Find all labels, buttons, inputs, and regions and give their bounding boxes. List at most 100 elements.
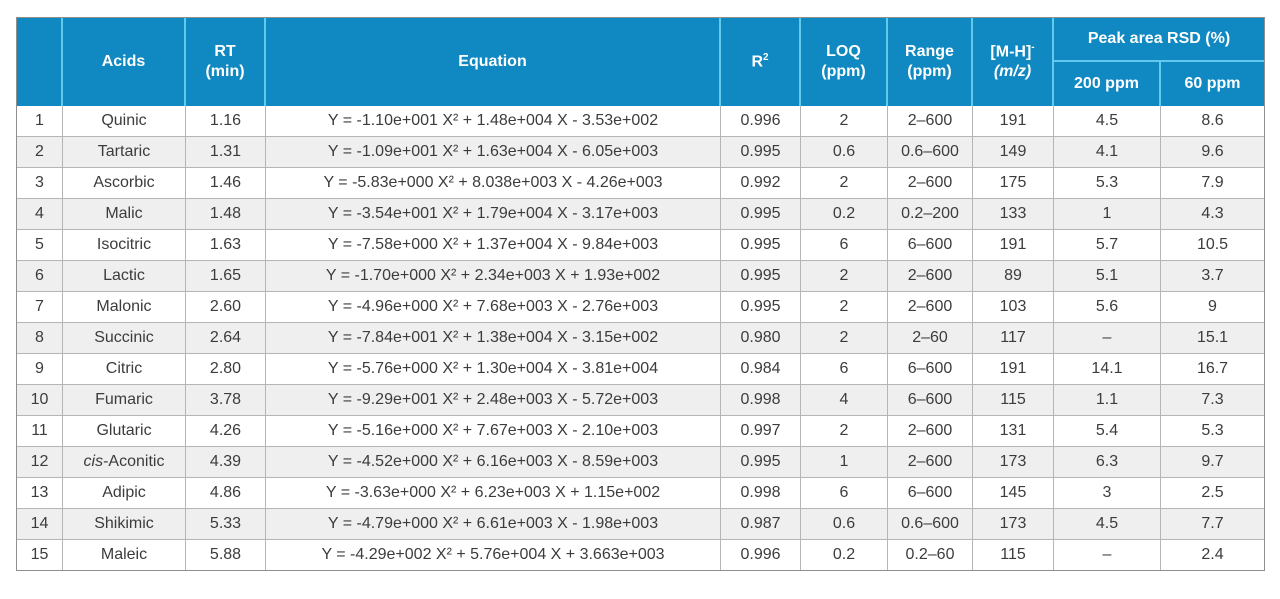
col-header-loq: LOQ (ppm) [801,18,888,106]
cell-r2: 0.996 [721,106,801,137]
cell-acid: Tartaric [63,137,186,168]
table-row: 2 Tartaric 1.31 Y = -1.09e+001 X² + 1.63e+0… [17,137,1265,168]
cell-acid: Isocitric [63,230,186,261]
cell-mz: 173 [973,447,1054,478]
cell-mz: 115 [973,385,1054,416]
cell-rsd-200: 6.3 [1054,447,1161,478]
cell-r2: 0.996 [721,540,801,570]
cell-no: 10 [17,385,63,416]
cell-acid: Malic [63,199,186,230]
cell-equation: Y = -5.16e+000 X² + 7.67e+003 X - 2.10e+… [266,416,721,447]
cell-mz: 89 [973,261,1054,292]
cell-range: 2–600 [888,106,973,137]
cell-rsd-60: 2.5 [1161,478,1265,509]
cell-r2: 0.984 [721,354,801,385]
cell-equation: Y = -1.10e+001 X² + 1.48e+004 X - 3.53e+… [266,106,721,137]
cell-loq: 2 [801,261,888,292]
cell-rsd-200: – [1054,540,1161,570]
cell-r2: 0.995 [721,292,801,323]
cell-rsd-200: 4.5 [1054,509,1161,540]
cell-equation: Y = -4.96e+000 X² + 7.68e+003 X - 2.76e+… [266,292,721,323]
col-header-range-line1: Range [905,43,954,60]
cell-range: 2–60 [888,323,973,354]
cell-no: 2 [17,137,63,168]
cell-rsd-200: – [1054,323,1161,354]
col-header-rsd-60ppm: 60 ppm [1161,62,1265,106]
cell-range: 6–600 [888,354,973,385]
table-row: 6 Lactic 1.65 Y = -1.70e+000 X² + 2.34e+003… [17,261,1265,292]
table-row: 9 Citric 2.80 Y = -5.76e+000 X² + 1.30e+004… [17,354,1265,385]
cell-rsd-200: 3 [1054,478,1161,509]
cell-rt: 4.39 [186,447,266,478]
col-header-mh: [M-H]- (m/z) [973,18,1054,106]
cell-no: 7 [17,292,63,323]
col-header-mh-line1: [M-H]- [990,41,1035,61]
cell-acid: Shikimic [63,509,186,540]
cell-loq: 6 [801,230,888,261]
cell-mz: 131 [973,416,1054,447]
cell-rsd-60: 7.9 [1161,168,1265,199]
col-header-loq-line2: (ppm) [821,63,866,80]
cell-r2: 0.987 [721,509,801,540]
cell-acid: Succinic [63,323,186,354]
cell-equation: Y = -1.09e+001 X² + 1.63e+004 X - 6.05e+… [266,137,721,168]
cell-mz: 115 [973,540,1054,570]
cell-range: 6–600 [888,478,973,509]
cell-equation: Y = -4.79e+000 X² + 6.61e+003 X - 1.98e+… [266,509,721,540]
cell-rt: 5.33 [186,509,266,540]
cell-rt: 4.86 [186,478,266,509]
cell-equation: Y = -7.84e+001 X² + 1.38e+004 X - 3.15e+… [266,323,721,354]
col-header-range-line2: (ppm) [907,63,952,80]
col-header-rt-line2: (min) [205,63,245,80]
cell-equation: Y = -3.54e+001 X² + 1.79e+004 X - 3.17e+… [266,199,721,230]
table-row: 4 Malic 1.48 Y = -3.54e+001 X² + 1.79e+004 … [17,199,1265,230]
cell-no: 15 [17,540,63,570]
cell-loq: 0.2 [801,199,888,230]
cell-rt: 1.31 [186,137,266,168]
table-header: Acids RT (min) Equation R2 LOQ (ppm) Ran… [17,18,1265,106]
table-row: 3 Ascorbic 1.46 Y = -5.83e+000 X² + 8.038e+… [17,168,1265,199]
table-row: 7 Malonic 2.60 Y = -4.96e+000 X² + 7.68e+00… [17,292,1265,323]
cell-rsd-200: 4.1 [1054,137,1161,168]
cell-equation: Y = -5.83e+000 X² + 8.038e+003 X - 4.26e… [266,168,721,199]
cell-r2: 0.995 [721,447,801,478]
cell-range: 0.2–60 [888,540,973,570]
cell-no: 12 [17,447,63,478]
col-header-acids: Acids [63,18,186,106]
cell-rt: 1.63 [186,230,266,261]
cell-range: 2–600 [888,168,973,199]
cell-acid: Lactic [63,261,186,292]
cell-equation: Y = -4.52e+000 X² + 6.16e+003 X - 8.59e+… [266,447,721,478]
cell-rt: 2.60 [186,292,266,323]
table-row: 11 Glutaric 4.26 Y = -5.16e+000 X² + 7.67e+… [17,416,1265,447]
cell-loq: 6 [801,478,888,509]
cell-no: 4 [17,199,63,230]
cell-rsd-200: 5.1 [1054,261,1161,292]
cell-rsd-200: 1.1 [1054,385,1161,416]
table-row: 10 Fumaric 3.78 Y = -9.29e+001 X² + 2.48e+0… [17,385,1265,416]
mh-superscript-minus: - [1031,41,1035,53]
table-row: 8 Succinic 2.64 Y = -7.84e+001 X² + 1.38e+0… [17,323,1265,354]
cell-range: 0.6–600 [888,509,973,540]
cell-range: 2–600 [888,261,973,292]
cell-acid: cis-Aconitic [63,447,186,478]
cell-no: 8 [17,323,63,354]
cell-loq: 0.6 [801,509,888,540]
cell-no: 13 [17,478,63,509]
table-row: 5 Isocitric 1.63 Y = -7.58e+000 X² + 1.37e+… [17,230,1265,261]
cell-range: 2–600 [888,416,973,447]
acids-calibration-table: Acids RT (min) Equation R2 LOQ (ppm) Ran… [16,17,1266,571]
cell-rt: 1.65 [186,261,266,292]
cell-rsd-60: 9.6 [1161,137,1265,168]
cell-no: 14 [17,509,63,540]
cell-loq: 2 [801,292,888,323]
cell-rsd-200: 1 [1054,199,1161,230]
col-header-range: Range (ppm) [888,18,973,106]
cell-rsd-200: 5.4 [1054,416,1161,447]
cell-rsd-200: 5.6 [1054,292,1161,323]
cell-mz: 191 [973,230,1054,261]
cell-rsd-60: 15.1 [1161,323,1265,354]
cell-range: 6–600 [888,385,973,416]
cell-rt: 3.78 [186,385,266,416]
cell-r2: 0.997 [721,416,801,447]
